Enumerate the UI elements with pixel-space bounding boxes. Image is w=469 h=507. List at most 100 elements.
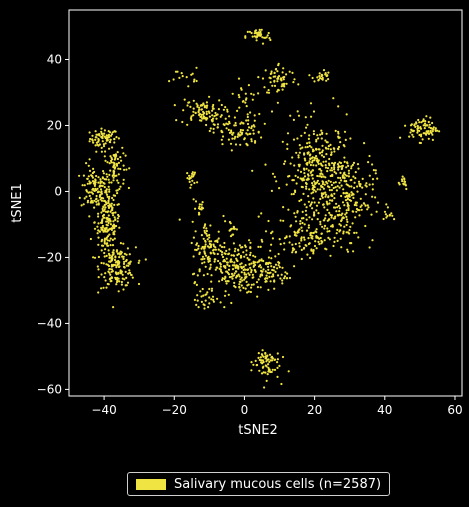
data-point [214, 258, 217, 261]
data-point [322, 155, 325, 158]
data-point [188, 174, 191, 177]
data-point [254, 30, 257, 33]
data-point [291, 71, 294, 74]
data-point [322, 203, 325, 206]
data-point [226, 108, 229, 111]
data-point [201, 117, 204, 120]
data-point [267, 89, 270, 92]
data-point [306, 142, 309, 145]
data-point [197, 244, 200, 248]
data-point [345, 211, 348, 214]
data-point [252, 363, 255, 366]
data-point [288, 276, 292, 280]
data-point [316, 161, 319, 164]
data-point [237, 132, 240, 135]
data-point [301, 221, 304, 225]
data-point [431, 133, 434, 136]
data-point [104, 230, 107, 233]
data-point [346, 161, 349, 164]
data-point [315, 181, 319, 184]
data-point [281, 88, 284, 91]
data-point [310, 115, 313, 118]
data-point [353, 186, 356, 189]
data-point [342, 216, 345, 219]
data-point [327, 162, 331, 165]
x-axis-label: tSNE2 [238, 423, 278, 438]
data-point [209, 243, 212, 246]
data-point [208, 236, 211, 239]
data-point [256, 261, 259, 264]
data-point [121, 277, 124, 280]
data-point [292, 81, 295, 84]
data-point [124, 284, 127, 287]
data-point [318, 168, 321, 171]
data-point [254, 255, 257, 258]
data-point [113, 141, 116, 144]
data-point [203, 252, 207, 255]
data-point [310, 236, 313, 239]
data-point [117, 173, 120, 176]
data-point [238, 134, 241, 137]
data-point [228, 220, 231, 224]
data-point [103, 132, 106, 135]
data-point [208, 115, 211, 118]
data-point [109, 273, 112, 276]
data-point [186, 104, 189, 107]
data-point [266, 354, 269, 357]
data-point [249, 246, 252, 249]
data-point [327, 179, 330, 182]
data-point [257, 31, 260, 34]
data-point [277, 252, 280, 256]
data-point [97, 190, 100, 193]
data-point [326, 230, 329, 233]
data-point [315, 228, 318, 231]
data-point [239, 289, 242, 292]
data-point [99, 178, 102, 181]
data-point [308, 188, 311, 191]
data-point [122, 262, 126, 265]
data-point [238, 285, 241, 289]
data-point [100, 273, 103, 276]
data-point [192, 80, 196, 83]
data-point [355, 231, 358, 234]
data-point [261, 77, 265, 80]
data-point [337, 166, 340, 169]
data-point [189, 117, 193, 120]
data-point [345, 223, 348, 227]
data-point [286, 132, 290, 135]
data-point [294, 234, 297, 237]
data-point [289, 114, 292, 117]
data-point [273, 84, 277, 87]
data-point [137, 261, 140, 264]
data-point [100, 180, 103, 183]
data-point [309, 153, 312, 156]
data-point [106, 139, 109, 142]
data-point [227, 280, 230, 283]
data-point [350, 165, 353, 168]
data-point [206, 256, 209, 259]
data-point [233, 264, 236, 267]
data-point [282, 84, 285, 87]
data-point [434, 129, 437, 132]
data-point [299, 222, 302, 225]
data-point [303, 175, 307, 178]
data-point [224, 220, 227, 223]
data-point [425, 115, 428, 118]
data-point [239, 128, 242, 132]
data-point [273, 368, 277, 371]
data-point [276, 375, 279, 378]
data-point [125, 168, 128, 171]
data-point [320, 194, 323, 198]
data-point [285, 183, 288, 186]
data-point [329, 254, 332, 257]
data-point [205, 101, 208, 104]
data-point [100, 226, 103, 229]
data-point [276, 358, 279, 361]
data-point [203, 304, 206, 307]
data-point [258, 358, 261, 362]
data-point [243, 271, 246, 274]
data-point [105, 193, 109, 196]
data-point [256, 33, 259, 36]
data-point [374, 172, 377, 175]
